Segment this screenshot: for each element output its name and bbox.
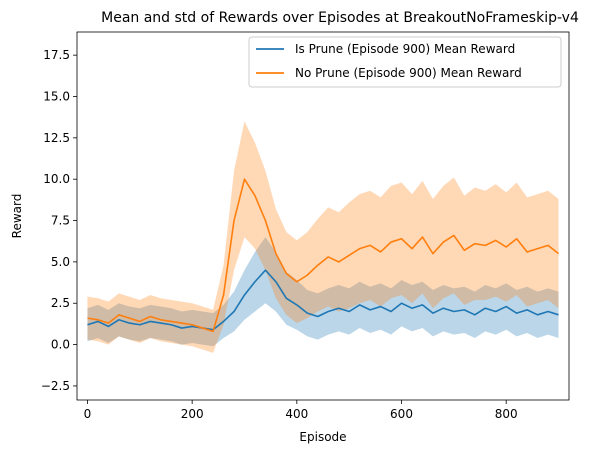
std-bands (87, 121, 559, 353)
mean-line-is-prune (87, 269, 559, 331)
chart-title: Mean and std of Rewards over Episodes at… (101, 10, 579, 26)
plot-frame (76, 31, 570, 401)
x-axis-label: Episode (299, 430, 346, 444)
std-band-no-prune (87, 121, 559, 353)
y-axis-label: Reward (10, 194, 24, 239)
y-tick-label: 5.0 (51, 255, 70, 269)
y-tick-label: −2.5 (41, 379, 70, 393)
x-tick-label: 200 (181, 407, 204, 421)
x-tick-label: 0 (84, 407, 92, 421)
y-tick-label: 2.5 (51, 296, 70, 310)
mean-lines (87, 178, 560, 333)
legend-label-no-prune: No Prune (Episode 900) Mean Reward (295, 66, 522, 80)
y-axis: −2.5 0.0 2.5 5.0 7.5 10.0 12.5 15.0 17.5 (41, 48, 77, 393)
mean-line-no-prune (87, 178, 560, 333)
legend-label-is-prune: Is Prune (Episode 900) Mean Reward (295, 42, 515, 56)
x-tick-label: 800 (495, 407, 518, 421)
y-tick-label: 10.0 (43, 172, 70, 186)
std-band-is-prune (87, 237, 559, 347)
legend-box (248, 36, 562, 88)
x-tick-label: 400 (285, 407, 308, 421)
x-tick-label: 600 (390, 407, 413, 421)
y-tick-label: 0.0 (51, 338, 70, 352)
y-tick-label: 15.0 (43, 90, 70, 104)
y-tick-label: 17.5 (43, 48, 70, 62)
y-tick-label: 7.5 (51, 214, 70, 228)
legend: Is Prune (Episode 900) Mean Reward No Pr… (248, 36, 562, 88)
x-axis: 0 200 400 600 800 (84, 400, 518, 421)
y-tick-label: 12.5 (43, 131, 70, 145)
